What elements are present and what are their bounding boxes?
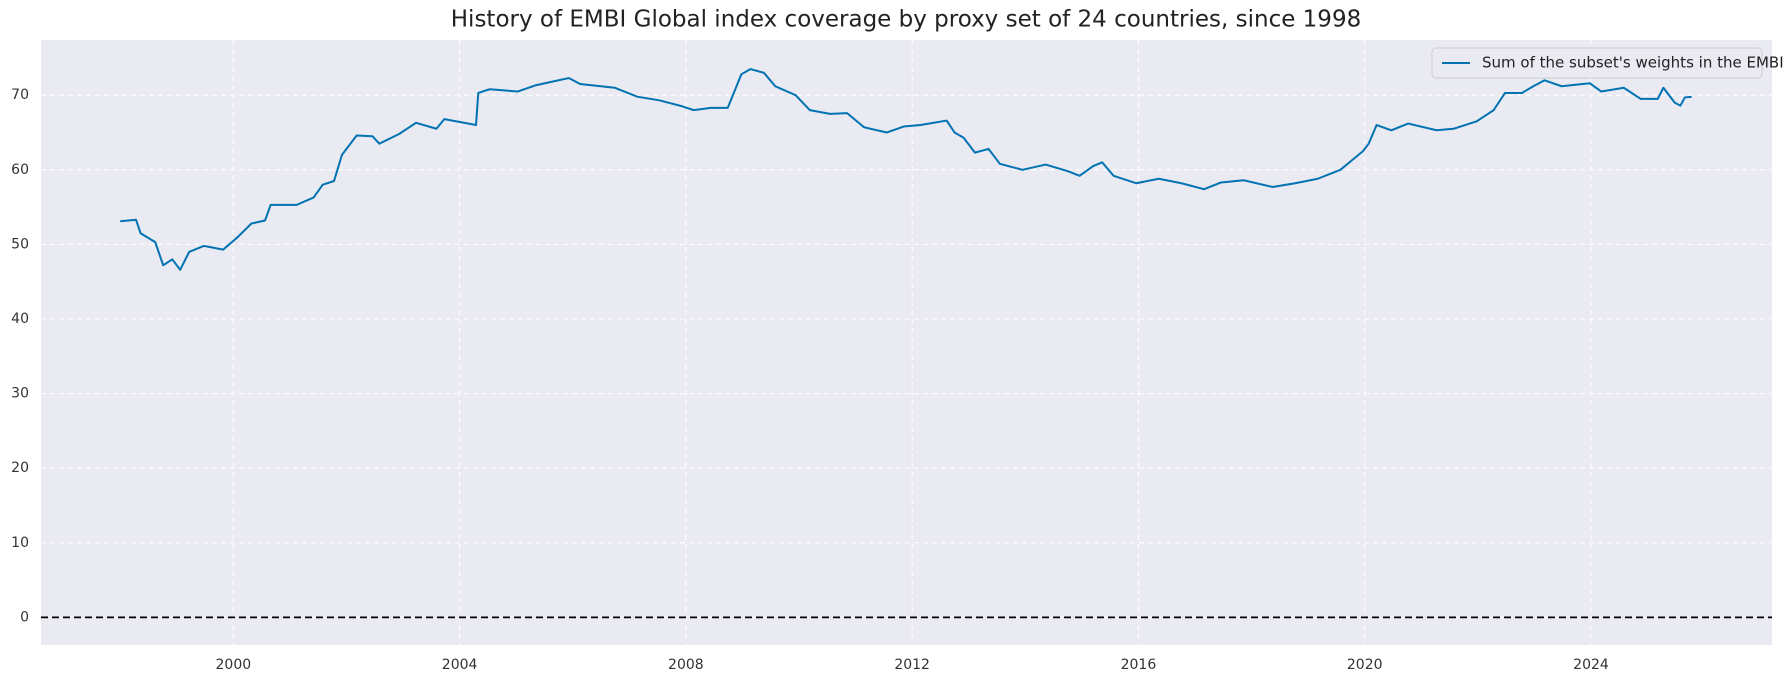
legend-box [1431,47,1763,79]
y-tick-label: 10 [11,535,29,551]
x-tick-label: 2016 [1121,657,1157,673]
plot-area [41,40,1772,645]
y-tick-label: 40 [11,311,29,327]
y-tick-label: 30 [11,386,29,402]
x-tick-label: 2012 [894,657,930,673]
x-tick-label: 2024 [1573,657,1609,673]
x-tick-label: 2004 [442,657,478,673]
x-tick-label: 2020 [1347,657,1383,673]
y-tick-label: 50 [11,236,29,252]
legend-label: Sum of the subset's weights in the EMBI … [1482,54,1784,72]
data-line [120,68,1692,271]
chart-title: History of EMBI Global index coverage by… [451,7,1361,33]
y-tick-label: 0 [20,609,29,625]
y-tick-label: 70 [11,87,29,103]
x-tick-label: 2000 [216,657,252,673]
x-tick-label: 2008 [668,657,704,673]
y-tick-label: 60 [11,162,29,178]
legend: Sum of the subset's weights in the EMBI … [1431,47,1784,79]
y-tick-label: 20 [11,460,29,476]
